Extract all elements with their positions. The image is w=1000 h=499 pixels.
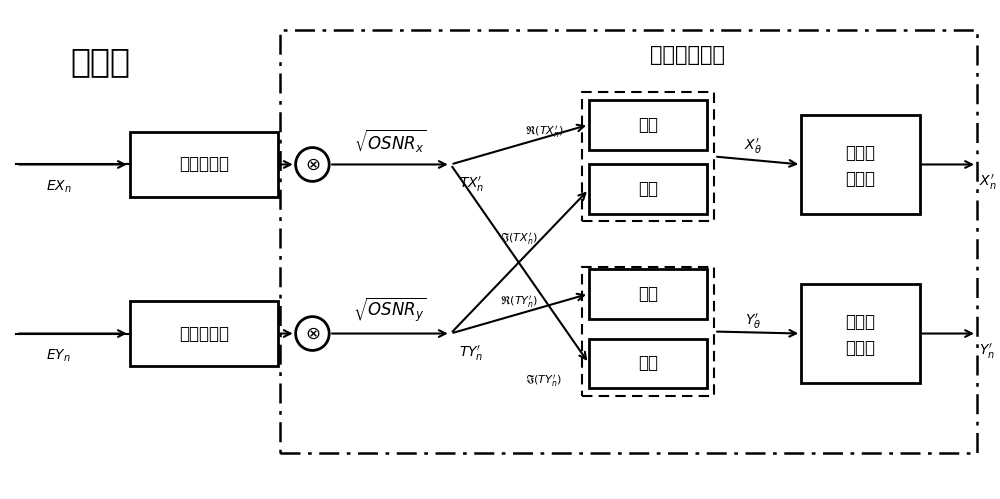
Text: $EX_n$: $EX_n$ — [46, 178, 72, 195]
Text: 实部: 实部 — [638, 116, 658, 134]
Bar — [589, 338, 707, 388]
Text: $\mathfrak{R}(TY_n')$: $\mathfrak{R}(TY_n')$ — [500, 294, 538, 310]
Text: $\mathfrak{R}(TX_n')$: $\mathfrak{R}(TX_n')$ — [525, 124, 564, 140]
Text: 极大似: 极大似 — [845, 312, 875, 331]
Text: 极大似: 极大似 — [845, 144, 875, 162]
Text: 接收方: 接收方 — [71, 45, 131, 78]
Text: $\mathfrak{I}(TY_n')$: $\mathfrak{I}(TY_n')$ — [525, 373, 562, 389]
Text: $\sqrt{OSNR_y}$: $\sqrt{OSNR_y}$ — [353, 295, 427, 323]
Text: 然估计: 然估计 — [845, 170, 875, 189]
Bar — [589, 165, 707, 214]
Text: $TY_n'$: $TY_n'$ — [459, 344, 483, 363]
Text: 极化成对解码: 极化成对解码 — [650, 45, 725, 65]
Text: $Y_{\theta}'$: $Y_{\theta}'$ — [745, 312, 761, 331]
Text: $X_n'$: $X_n'$ — [979, 173, 996, 192]
Text: 信噪比估计: 信噪比估计 — [179, 156, 229, 174]
Text: 虚部: 虚部 — [638, 180, 658, 198]
Circle shape — [296, 317, 329, 350]
Text: $EY_n$: $EY_n$ — [46, 347, 71, 364]
Text: $\mathfrak{I}(TX_n')$: $\mathfrak{I}(TX_n')$ — [500, 231, 538, 247]
Bar — [130, 301, 278, 366]
Text: $TX_n'$: $TX_n'$ — [459, 175, 484, 194]
Text: 虚部: 虚部 — [638, 354, 658, 372]
Bar — [589, 100, 707, 150]
Bar — [130, 132, 278, 197]
Text: 实部: 实部 — [638, 285, 658, 303]
Bar — [801, 115, 920, 214]
Bar — [280, 30, 977, 453]
Text: $Y_n'$: $Y_n'$ — [979, 342, 995, 361]
Text: $\otimes$: $\otimes$ — [305, 324, 320, 342]
Bar — [589, 269, 707, 319]
Circle shape — [296, 148, 329, 181]
Bar — [582, 267, 714, 396]
Text: $X_{\theta}'$: $X_{\theta}'$ — [744, 137, 762, 156]
Text: 信噪比估计: 信噪比估计 — [179, 324, 229, 342]
Text: $\sqrt{OSNR_x}$: $\sqrt{OSNR_x}$ — [354, 127, 426, 155]
Text: $\otimes$: $\otimes$ — [305, 156, 320, 174]
Bar — [801, 284, 920, 383]
Text: 然估计: 然估计 — [845, 339, 875, 357]
Bar — [582, 92, 714, 221]
